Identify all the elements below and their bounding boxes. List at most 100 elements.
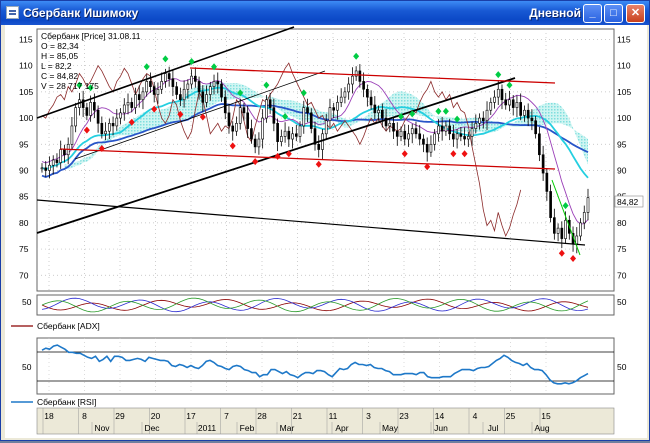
x-day-label: 14 xyxy=(435,411,445,421)
price-y-tick-left: 110 xyxy=(19,61,33,71)
x-month-label: Apr xyxy=(335,423,348,433)
up-fractal-marker xyxy=(435,107,442,115)
candle-body xyxy=(231,125,235,132)
candle-body xyxy=(392,123,395,132)
candle-body xyxy=(194,75,197,82)
channel-upper-red[interactable] xyxy=(189,67,556,84)
x-month-label: Jul xyxy=(488,423,499,433)
up-fractal-marker xyxy=(562,202,569,210)
candle-body xyxy=(238,107,242,124)
candle-body xyxy=(425,143,429,153)
down-fractal-marker xyxy=(177,110,184,118)
ohlc-close: C = 84,82 xyxy=(41,71,78,81)
candle-body xyxy=(160,81,163,90)
down-fractal-marker xyxy=(252,158,259,166)
price-y-tick-left: 70 xyxy=(19,270,29,280)
candle-body xyxy=(294,133,298,137)
candle-body xyxy=(261,117,264,140)
close-icon[interactable]: ✕ xyxy=(626,4,645,23)
price-grid xyxy=(37,29,614,291)
minimize-icon[interactable]: _ xyxy=(583,4,602,23)
candle-body xyxy=(467,136,470,140)
x-month-label: Nov xyxy=(94,423,110,433)
title-bar[interactable]: Сбербанк Ишимоку Дневной _ □ ✕ xyxy=(1,1,649,25)
x-day-label: 11 xyxy=(329,411,338,421)
candle-body xyxy=(242,107,246,114)
candle-body xyxy=(339,96,343,103)
candle-body xyxy=(545,172,549,192)
candle-body xyxy=(309,112,313,129)
candle-body xyxy=(287,130,291,140)
candle-body xyxy=(358,70,362,82)
x-axis[interactable] xyxy=(36,407,615,435)
candle-body xyxy=(119,112,122,119)
x-day-label: 4 xyxy=(473,411,478,421)
candle-body xyxy=(575,235,579,245)
up-fractal-marker xyxy=(237,89,244,97)
candle-body xyxy=(493,96,496,103)
down-fractal-marker xyxy=(274,152,281,160)
candle-body xyxy=(283,130,287,137)
price-header: Сбербанк [Price] 31.08.11 xyxy=(41,31,141,41)
candle-body xyxy=(298,125,302,137)
support-line[interactable] xyxy=(36,199,586,246)
x-month-label: Jun xyxy=(434,423,448,433)
last-price-label: 84,82 xyxy=(617,197,639,207)
down-fractal-marker xyxy=(98,144,105,152)
candle-body xyxy=(55,159,59,163)
candle-body xyxy=(321,133,324,150)
candle-body xyxy=(268,99,272,108)
candle-body xyxy=(455,133,459,140)
candle-body xyxy=(582,212,586,224)
candle-body xyxy=(362,81,365,90)
channel-mid-black[interactable] xyxy=(74,70,326,160)
x-day-label: 15 xyxy=(541,411,551,421)
candle-body xyxy=(347,83,350,93)
adx-lines xyxy=(41,297,589,313)
adx-y-tick-right: 50 xyxy=(617,297,627,307)
candle-body xyxy=(48,164,51,171)
candle-body xyxy=(182,88,186,101)
candle-body xyxy=(111,123,115,127)
chart-svg[interactable]: Сбербанк [Price] 31.08.11 O = 82,34 H = … xyxy=(5,25,647,438)
lagging-span-line xyxy=(41,62,522,238)
chart-area[interactable]: Сбербанк [Price] 31.08.11 O = 82,34 H = … xyxy=(5,25,647,438)
adx-panel[interactable] xyxy=(36,294,615,316)
ohlc-high: H = 85,05 xyxy=(41,51,78,61)
candle-body xyxy=(395,130,399,137)
app-icon[interactable] xyxy=(6,6,19,19)
price-y-tick-left: 85 xyxy=(19,192,29,202)
candle-body xyxy=(403,130,407,140)
candle-body xyxy=(51,159,55,166)
price-y-tick-right: 110 xyxy=(617,61,631,71)
candle-body xyxy=(560,227,564,239)
candle-body xyxy=(208,86,212,95)
candle-body xyxy=(384,117,388,127)
candle-body xyxy=(313,128,317,145)
candle-body xyxy=(526,109,530,119)
window-title: Сбербанк Ишимоку xyxy=(23,6,139,20)
candle-body xyxy=(223,96,227,114)
up-fractal-marker xyxy=(87,84,94,92)
timeframe-label: Дневной xyxy=(529,6,581,20)
candle-body xyxy=(474,123,478,129)
candle-body xyxy=(328,107,332,121)
candle-body xyxy=(324,120,328,135)
candle-body xyxy=(145,81,149,93)
x-day-label: 3 xyxy=(366,411,371,421)
candle-body xyxy=(444,125,448,132)
maximize-icon[interactable]: □ xyxy=(604,4,623,23)
candle-body xyxy=(541,154,545,174)
channel-lower-red[interactable] xyxy=(59,148,556,170)
candle-body xyxy=(500,88,504,101)
channel-upper-black[interactable] xyxy=(36,26,295,119)
price-y-tick-left: 75 xyxy=(19,244,29,254)
green-trendline[interactable] xyxy=(551,179,581,256)
rsi-panel[interactable] xyxy=(36,337,615,395)
up-fractal-marker xyxy=(162,55,169,63)
candle-body xyxy=(336,102,339,111)
candle-body xyxy=(280,136,283,142)
candle-body xyxy=(459,133,463,137)
candle-body xyxy=(89,102,92,116)
